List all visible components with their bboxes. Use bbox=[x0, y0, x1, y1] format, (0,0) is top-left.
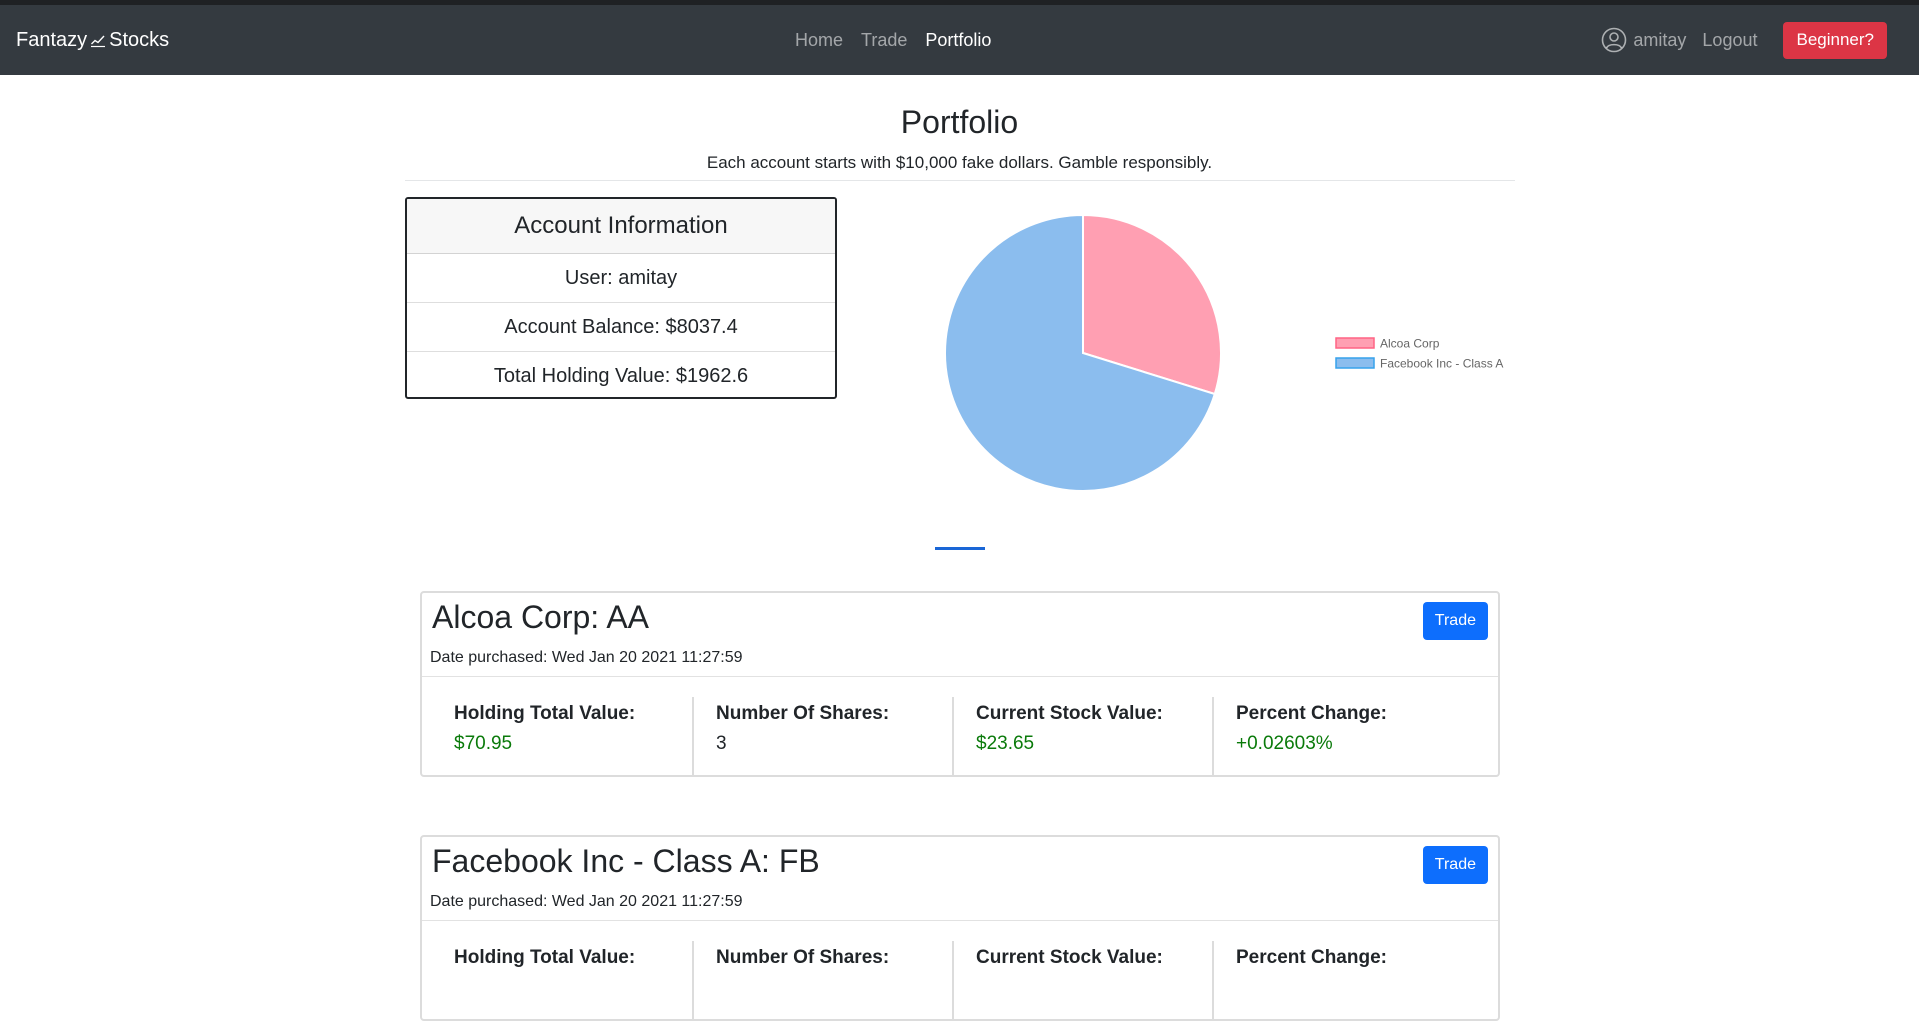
stat-label: Current Stock Value: bbox=[976, 703, 1163, 724]
stat-label: Holding Total Value: bbox=[454, 703, 636, 724]
stat-holding-total: Holding Total Value: bbox=[432, 941, 692, 1019]
brand-text-left: Fantazy bbox=[16, 28, 88, 51]
legend-swatch[interactable] bbox=[1335, 357, 1375, 369]
stat-label: Holding Total Value: bbox=[454, 947, 636, 968]
nav-right: amitay Logout Beginner? bbox=[1601, 5, 1887, 75]
stat-label: Number Of Shares: bbox=[716, 947, 890, 968]
beginner-button[interactable]: Beginner? bbox=[1783, 21, 1887, 59]
holding-stats: Holding Total Value: $70.95 Number Of Sh… bbox=[432, 697, 1492, 775]
stat-value: +0.02603% bbox=[1236, 733, 1333, 754]
account-info-title: Account Information bbox=[407, 199, 835, 254]
holding-card-aa: Alcoa Corp: AA Date purchased: Wed Jan 2… bbox=[420, 591, 1500, 777]
username-label: amitay bbox=[1633, 29, 1687, 50]
holding-date: Date purchased: Wed Jan 20 2021 11:27:59 bbox=[430, 649, 743, 666]
holding-title: Alcoa Corp: AA bbox=[432, 599, 649, 635]
stat-value: 3 bbox=[716, 733, 727, 754]
window-top-strip bbox=[0, 0, 1919, 5]
brand-text-right: Stocks bbox=[109, 28, 170, 51]
portfolio-pie-chart: Alcoa Corp Facebook Inc - Class A bbox=[944, 213, 1503, 492]
page-subtitle: Each account starts with $10,000 fake do… bbox=[706, 153, 1213, 172]
trade-button[interactable]: Trade bbox=[1422, 846, 1488, 884]
user-circle-icon bbox=[1602, 27, 1627, 53]
nav-trade[interactable]: Trade bbox=[861, 29, 908, 50]
legend-label[interactable]: Facebook Inc - Class A bbox=[1380, 357, 1503, 371]
holding-divider bbox=[422, 676, 1498, 677]
stat-holding-total: Holding Total Value: $70.95 bbox=[432, 697, 692, 775]
holding-title: Facebook Inc - Class A: FB bbox=[432, 843, 820, 879]
top-navbar: Fantazy Stocks Home Trade Portfolio amit… bbox=[0, 5, 1919, 75]
stat-label: Number Of Shares: bbox=[716, 703, 890, 724]
logout-link[interactable]: Logout bbox=[1702, 29, 1758, 50]
account-user: User: amitay bbox=[407, 254, 835, 303]
stat-label: Percent Change: bbox=[1236, 947, 1387, 968]
holding-date: Date purchased: Wed Jan 20 2021 11:27:59 bbox=[430, 893, 743, 910]
stat-number-shares: Number Of Shares: 3 bbox=[692, 697, 952, 775]
stat-value: $23.65 bbox=[976, 733, 1035, 754]
pie-slice-facebook-inc-class-a[interactable] bbox=[944, 213, 1217, 492]
page-title: Portfolio bbox=[900, 104, 1019, 140]
brand-logo[interactable]: Fantazy Stocks bbox=[16, 5, 169, 75]
stat-number-shares: Number Of Shares: bbox=[692, 941, 952, 1019]
chart-line-icon bbox=[91, 35, 106, 48]
stat-percent-change: Percent Change: bbox=[1212, 941, 1472, 1019]
header-divider bbox=[405, 180, 1515, 181]
stat-label: Percent Change: bbox=[1236, 703, 1387, 724]
stat-label: Current Stock Value: bbox=[976, 947, 1163, 968]
holding-stats: Holding Total Value: Number Of Shares: C… bbox=[432, 941, 1492, 1019]
legend-swatch[interactable] bbox=[1335, 337, 1375, 349]
pie-slice-alcoa-corp[interactable] bbox=[1082, 213, 1222, 396]
account-balance: Account Balance: $8037.4 bbox=[407, 303, 835, 352]
total-holding-value: Total Holding Value: $1962.6 bbox=[493, 364, 749, 387]
carousel-indicator[interactable] bbox=[935, 547, 985, 550]
nav-portfolio[interactable]: Portfolio bbox=[925, 29, 992, 50]
stat-percent-change: Percent Change: +0.02603% bbox=[1212, 697, 1472, 775]
legend-label[interactable]: Alcoa Corp bbox=[1380, 337, 1440, 351]
main-nav: Home Trade Portfolio bbox=[795, 5, 991, 75]
account-info-card: Account Information User: amitay Account… bbox=[405, 197, 837, 399]
holding-divider bbox=[422, 920, 1498, 921]
user-menu[interactable]: amitay bbox=[1601, 27, 1686, 53]
stat-value: $70.95 bbox=[454, 733, 513, 754]
stat-current-value: Current Stock Value: bbox=[952, 941, 1212, 1019]
holding-card-fb: Facebook Inc - Class A: FB Date purchase… bbox=[420, 835, 1500, 1021]
trade-button[interactable]: Trade bbox=[1422, 602, 1488, 640]
stat-current-value: Current Stock Value: $23.65 bbox=[952, 697, 1212, 775]
nav-home[interactable]: Home bbox=[795, 29, 844, 50]
